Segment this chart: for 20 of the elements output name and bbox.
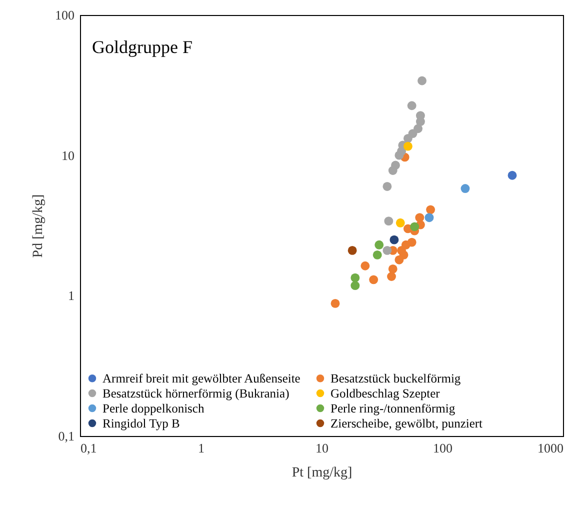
legend-label: Perle ring-/tonnenförmig: [330, 401, 456, 416]
legend-label: Zierscheibe, gewölbt, punziert: [330, 416, 484, 430]
y-tick-label: 10: [62, 148, 74, 163]
x-tick-label: 0,1: [80, 440, 97, 456]
legend-label: Armreif breit mit gewölbter Außenseite: [102, 371, 301, 386]
legend-label: Ringidol Typ B: [102, 416, 180, 430]
legend-label: Perle doppelkonisch: [102, 401, 205, 416]
x-tick-label: 1000: [538, 440, 564, 456]
x-tick-label: 1: [198, 440, 204, 456]
y-tick-label: 1: [68, 288, 74, 304]
legend-label: Besatzstück buckelförmig: [330, 371, 462, 386]
legend-label: Goldbeschlag Szepter: [330, 386, 441, 400]
y-tick-label: 100: [55, 8, 74, 22]
x-axis-title: Pt [mg/kg]: [292, 466, 352, 480]
y-tick-label: 0,1: [58, 428, 74, 444]
x-tick-label: 10: [316, 440, 328, 456]
y-axis-title: Pd [mg/kg]: [31, 194, 46, 258]
x-tick-label: 100: [433, 440, 452, 456]
text: Goldgruppe F: [92, 37, 192, 57]
legend-label: Besatzstück hörnerförmig (Bukrania): [102, 386, 290, 400]
